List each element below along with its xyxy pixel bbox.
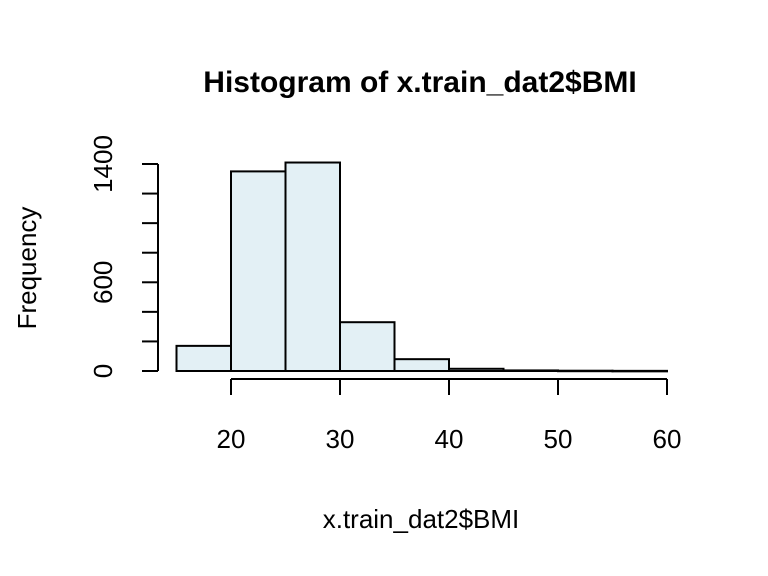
- histogram-bar-0: [175, 344, 232, 373]
- y-tick-label-0: 0: [88, 364, 118, 378]
- x-axis-label: x.train_dat2$BMI: [323, 504, 520, 534]
- x-tick-label-20: 20: [217, 424, 246, 454]
- x-tick-label-60: 60: [653, 424, 682, 454]
- histogram-bar-6: [502, 369, 559, 372]
- x-tick-label-50: 50: [544, 424, 573, 454]
- y-tick-label-1400: 1400: [88, 135, 118, 193]
- y-tick-label-600: 600: [88, 261, 118, 304]
- x-tick-label-30: 30: [326, 424, 355, 454]
- histogram-bar-3: [339, 321, 396, 373]
- y-axis: 0 600 1400: [88, 135, 159, 378]
- bars-group: [175, 161, 668, 373]
- histogram-bar-8: [611, 369, 668, 373]
- histogram-bar-2: [284, 161, 341, 372]
- x-axis: 20 30 40 50 60: [217, 378, 682, 454]
- y-axis-label: Frequency: [12, 207, 42, 330]
- x-tick-label-40: 40: [435, 424, 464, 454]
- histogram-bar-4: [393, 358, 450, 372]
- chart-title: Histogram of x.train_dat2$BMI: [203, 66, 636, 99]
- histogram-bar-1: [230, 170, 287, 372]
- histogram-bar-7: [557, 369, 614, 373]
- histogram-bar-5: [448, 367, 505, 372]
